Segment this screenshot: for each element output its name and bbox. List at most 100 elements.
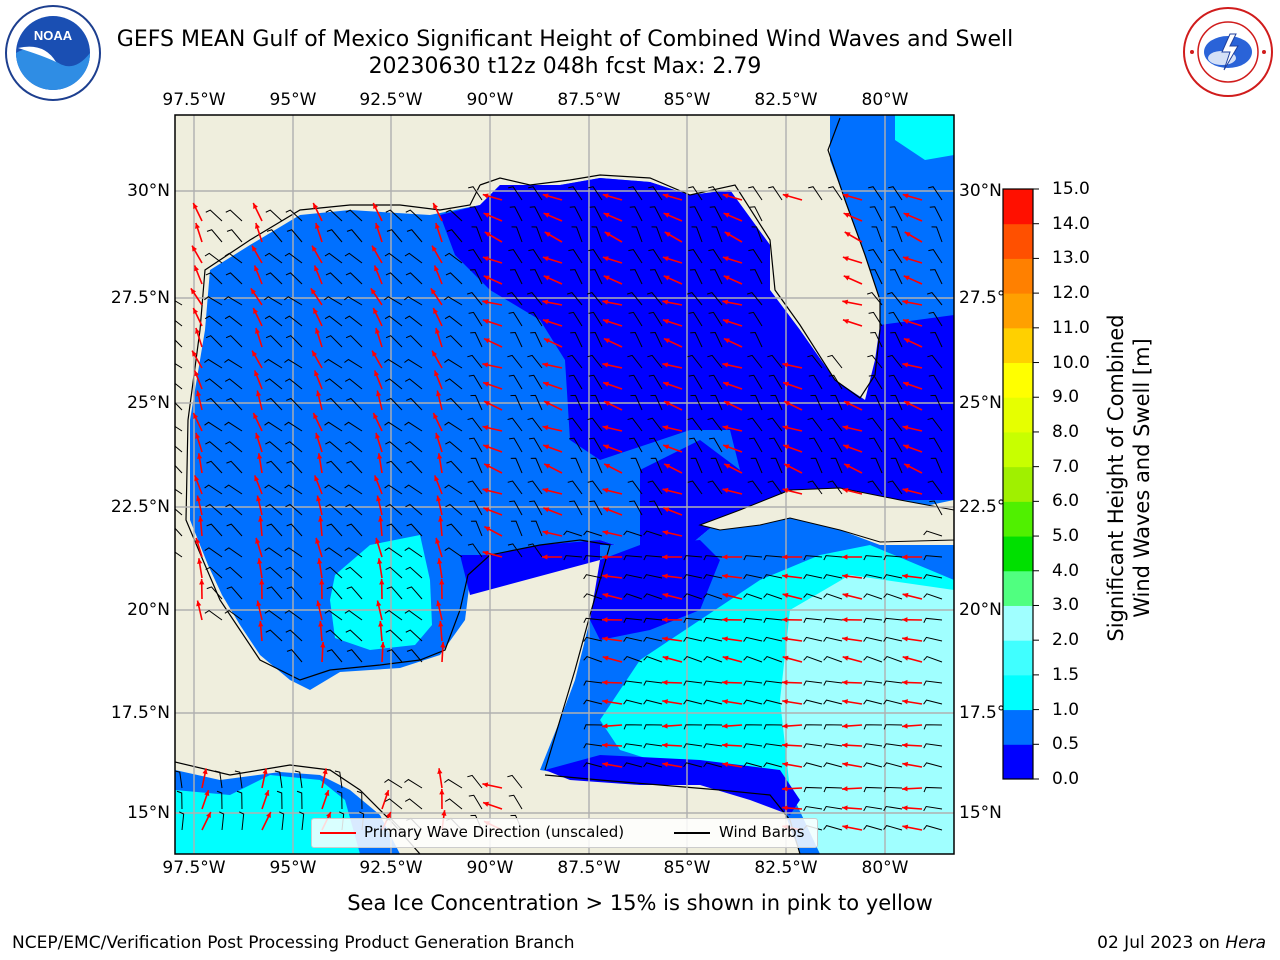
wind-barb <box>590 331 603 348</box>
wave-arrow-head <box>602 573 608 579</box>
wind-barb <box>205 272 223 285</box>
wind-barb <box>405 335 423 348</box>
wind-barb <box>883 574 903 580</box>
wave-arrow-head <box>375 432 381 439</box>
wave-arrow-head <box>663 212 670 218</box>
wave-arrow-head <box>782 699 788 705</box>
colorbar-tick-label: 13.0 <box>1052 248 1090 269</box>
wind-barb <box>648 186 663 201</box>
wave-arrow-head <box>264 790 270 797</box>
wind-barb <box>404 798 423 810</box>
wave-arrow-head <box>318 516 324 522</box>
wave-arrow-head <box>196 390 202 397</box>
wind-barb <box>344 358 363 369</box>
wind-barb <box>748 311 763 327</box>
wind-barb <box>709 269 723 285</box>
wave-arrow-head <box>482 550 489 556</box>
lon-label-top-2: 92.5°W <box>359 90 423 110</box>
wave-arrow-head <box>782 805 788 811</box>
wind-barb <box>224 315 243 327</box>
wind-barb <box>683 555 703 561</box>
wind-barb <box>406 649 423 663</box>
map-legend: Primary Wave Direction (unscaled) Wind B… <box>311 818 818 848</box>
wind-barb <box>218 811 225 831</box>
wind-barb <box>803 636 823 642</box>
wave-arrow-head <box>438 516 444 522</box>
wave-arrow-head <box>722 299 729 305</box>
wave-arrow-head <box>252 350 258 357</box>
wave-arrow-head <box>722 723 728 729</box>
wind-barb <box>346 649 363 663</box>
wave-arrow-head <box>435 327 441 334</box>
wave-arrow-head <box>432 245 437 252</box>
wind-barb <box>923 680 943 686</box>
wind-barb <box>204 315 223 327</box>
campeche-cyan-patch <box>330 535 432 650</box>
wind-barb <box>803 805 823 812</box>
wind-barb <box>703 555 723 561</box>
wave-arrow-head <box>602 319 609 324</box>
wind-barb <box>406 523 423 537</box>
wind-barb <box>344 315 363 327</box>
wind-barb <box>204 421 223 432</box>
wind-barb <box>204 296 223 306</box>
wave-arrow-head <box>902 679 908 686</box>
wind-barb <box>264 358 283 369</box>
wind-barb <box>285 629 303 642</box>
colorbar-tick-label: 3.0 <box>1052 595 1080 616</box>
wave-arrow-head <box>441 810 447 816</box>
wind-barb <box>623 680 643 686</box>
colorbar-segment <box>1003 501 1033 537</box>
wind-barb <box>324 252 343 264</box>
wind-barb <box>883 724 903 730</box>
wind-barb <box>929 500 943 516</box>
wind-barb <box>591 226 603 243</box>
wind-barb <box>648 311 663 327</box>
wind-barb <box>345 209 363 222</box>
wave-arrow-head <box>439 579 445 585</box>
wave-arrow-head <box>374 370 380 377</box>
wind-barb <box>883 593 903 600</box>
wave-arrow-head <box>312 245 317 252</box>
lon-label-top-6: 82.5°W <box>754 90 818 110</box>
wave-arrow-head <box>317 453 323 460</box>
wave-arrow-head <box>482 425 489 431</box>
wind-barb <box>747 417 763 432</box>
wind-barb <box>590 394 603 411</box>
wind-barb <box>444 421 463 432</box>
wind-barb <box>205 441 223 453</box>
wind-barb <box>511 226 523 243</box>
wind-barb <box>404 315 423 327</box>
wind-barb <box>444 358 463 369</box>
wind-barb <box>923 786 943 793</box>
wind-barb <box>508 186 523 201</box>
coastline-west-gulf <box>185 184 611 771</box>
wind-barb <box>803 574 823 580</box>
footer-date-text: 02 Jul 2023 on <box>1097 933 1226 953</box>
wave-arrow-head <box>436 600 442 607</box>
wind-barb <box>923 530 943 537</box>
wind-barb <box>284 484 303 495</box>
wave-arrow-head <box>662 256 669 262</box>
wind-barb <box>225 441 243 453</box>
wind-barb <box>623 636 643 642</box>
colorbar-segment <box>1003 189 1033 225</box>
wave-arrow-head <box>902 554 908 560</box>
wind-barb <box>567 417 583 432</box>
wind-barb <box>883 805 903 812</box>
lat-label-left-2: 25°N <box>127 393 170 413</box>
wind-barb <box>224 421 243 432</box>
wind-barb <box>583 680 603 686</box>
wind-barb <box>204 378 223 390</box>
lon-label-top-4: 87.5°W <box>557 90 621 110</box>
wave-arrow-head <box>904 232 911 237</box>
wave-arrow-head <box>543 507 550 513</box>
wind-barb <box>175 425 183 432</box>
wind-barb <box>266 586 283 600</box>
wave-arrow-head <box>542 530 549 536</box>
wind-barb <box>265 441 283 453</box>
wind-barb <box>711 226 723 243</box>
wind-barb <box>583 636 603 642</box>
wind-barb <box>385 566 403 579</box>
wind-barb <box>568 249 583 264</box>
